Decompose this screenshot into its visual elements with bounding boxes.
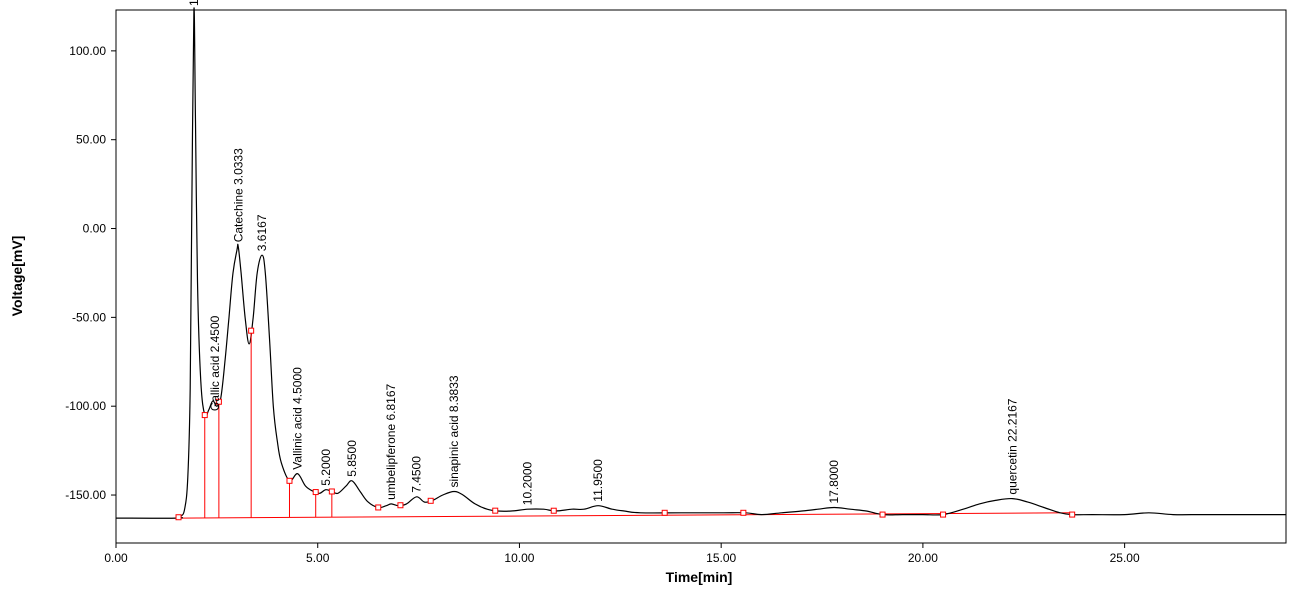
peak-boundary-marker — [879, 511, 886, 518]
y-tick-label: 0.00 — [83, 222, 107, 236]
peak-boundary-marker — [175, 514, 182, 521]
x-tick-label: 25.00 — [1110, 551, 1140, 565]
peak-label: 5.2000 — [319, 449, 333, 486]
peak-boundary-marker — [215, 398, 222, 405]
peak-boundary-marker — [312, 489, 319, 496]
peak-label: Gallic acid 2.4500 — [208, 315, 222, 411]
peak-label: 11.9500 — [591, 459, 605, 502]
peak-boundary-marker — [1069, 511, 1076, 518]
peak-boundary-marker — [661, 509, 668, 516]
peak-boundary-marker — [328, 488, 335, 495]
peak-label: Vallinic acid 4.5000 — [291, 367, 305, 470]
peak-boundary-marker — [397, 502, 404, 509]
peak-boundary-marker — [550, 507, 557, 514]
peak-label: 5.8500 — [345, 440, 359, 477]
peak-label: umbelipferone 6.8167 — [384, 383, 398, 499]
baseline-line — [178, 512, 1073, 519]
peak-boundary-marker — [492, 507, 499, 514]
y-tick-label: -100.00 — [65, 399, 106, 413]
x-tick-label: 0.00 — [104, 551, 128, 565]
peak-labels: 1.9333 Gallic acid 2.4500 Catechine 3.0333… — [187, 0, 1019, 505]
peak-boundary-marker — [201, 412, 208, 419]
peak-boundary-marker — [740, 509, 747, 516]
peak-boundary-marker — [286, 477, 293, 484]
y-axis-ticks: 100.00 50.00 0.00 -50.00 -100.00 -150.00 — [65, 44, 116, 502]
y-axis-title: Voltage[mV] — [9, 236, 25, 317]
peak-label: sinapinic acid 8.3833 — [447, 375, 461, 487]
peak-label: 3.6167 — [255, 214, 269, 251]
x-tick-label: 10.00 — [504, 551, 534, 565]
peak-label: Catechine 3.0333 — [231, 148, 245, 242]
peak-label: 1.9333 — [187, 0, 201, 6]
peak-boundary-marker — [375, 504, 382, 511]
x-axis-title: Time[min] — [666, 569, 733, 585]
peak-label: 10.2000 — [521, 461, 535, 505]
peak-label: 17.8000 — [827, 460, 841, 504]
y-tick-label: 50.00 — [76, 133, 106, 147]
x-tick-label: 5.00 — [306, 551, 330, 565]
integration-baseline — [178, 512, 1073, 519]
y-tick-label: -150.00 — [65, 488, 106, 502]
peak-markers — [175, 327, 1076, 521]
peak-boundary-marker — [940, 511, 947, 518]
signal-trace-layer — [115, 7, 1287, 519]
y-tick-label: -50.00 — [72, 310, 106, 324]
x-tick-label: 20.00 — [908, 551, 938, 565]
x-tick-label: 15.00 — [706, 551, 736, 565]
peak-label: quercetin 22.2167 — [1005, 398, 1019, 494]
signal-trace — [115, 7, 1287, 519]
y-tick-label: 100.00 — [69, 44, 106, 58]
peak-boundary-marker — [248, 327, 255, 334]
peak-boundary-marker — [427, 497, 434, 504]
plot-area-frame — [115, 9, 1287, 544]
x-axis-ticks: 0.00 5.00 10.00 15.00 20.00 25.00 — [104, 543, 1140, 565]
peak-label: 7.4500 — [410, 456, 424, 493]
